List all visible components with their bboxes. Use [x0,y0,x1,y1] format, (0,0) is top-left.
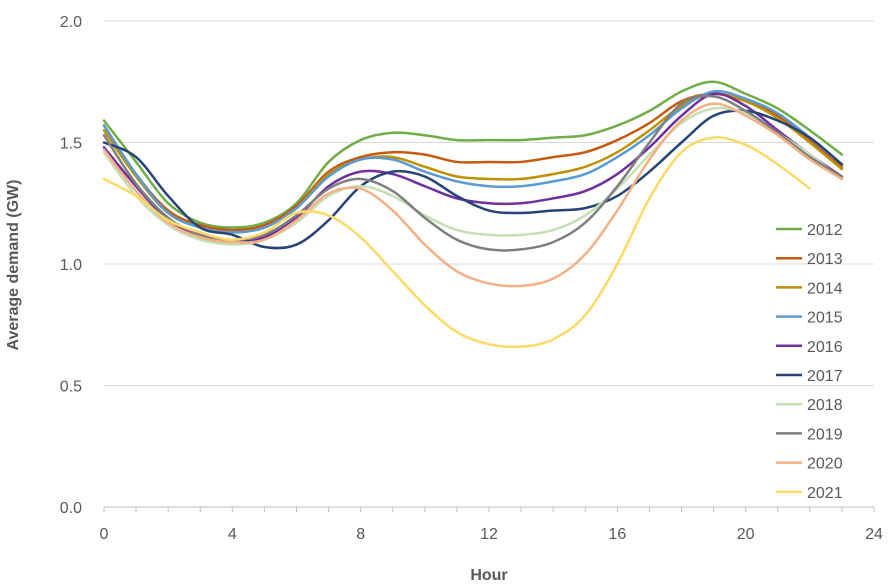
series-line-2017 [102,109,844,250]
legend-label-2021: 2021 [807,485,843,502]
legend-label-2017: 2017 [807,368,843,385]
legend-label-2016: 2016 [807,339,843,356]
legend: 2012 2013 2014 2015 2016 2017 2018 2019 2020 2021 [776,222,843,502]
y-tick-label: 0.5 [60,379,82,396]
x-tick-label: 24 [865,526,883,543]
series-lines [102,80,844,349]
legend-label-2014: 2014 [807,280,843,297]
series-line-2015 [102,89,844,234]
y-tick-label: 0.0 [60,500,82,517]
series-line-2013 [102,92,844,232]
legend-label-2020: 2020 [807,456,843,473]
x-tick-label: 4 [228,526,237,543]
gridlines [104,20,874,386]
series-line-2012 [102,80,844,229]
y-axis-title: Average demand (GW) [5,180,22,351]
y-tick-label: 1.0 [60,257,82,274]
legend-label-2015: 2015 [807,310,843,327]
x-tick-label: 0 [100,526,109,543]
legend-label-2019: 2019 [807,426,843,443]
legend-label-2013: 2013 [807,251,843,268]
y-tick-label: 1.5 [60,136,82,153]
x-axis [103,506,875,512]
x-tick-label: 8 [356,526,365,543]
series-line-2016 [102,92,844,244]
x-axis-title: Hour [470,567,507,584]
x-tick-label: 12 [480,526,498,543]
x-tick-labels: 0 4 8 12 16 20 24 [100,526,883,543]
series-line-2020 [102,102,844,288]
series-line-2018 [102,106,844,246]
x-tick-label: 20 [737,526,755,543]
y-tick-label: 2.0 [60,14,82,31]
series-line-2021 [102,136,812,349]
legend-label-2018: 2018 [807,397,843,414]
y-tick-labels: 0.0 0.5 1.0 1.5 2.0 [60,14,82,517]
legend-label-2012: 2012 [807,222,843,239]
x-tick-label: 16 [608,526,626,543]
